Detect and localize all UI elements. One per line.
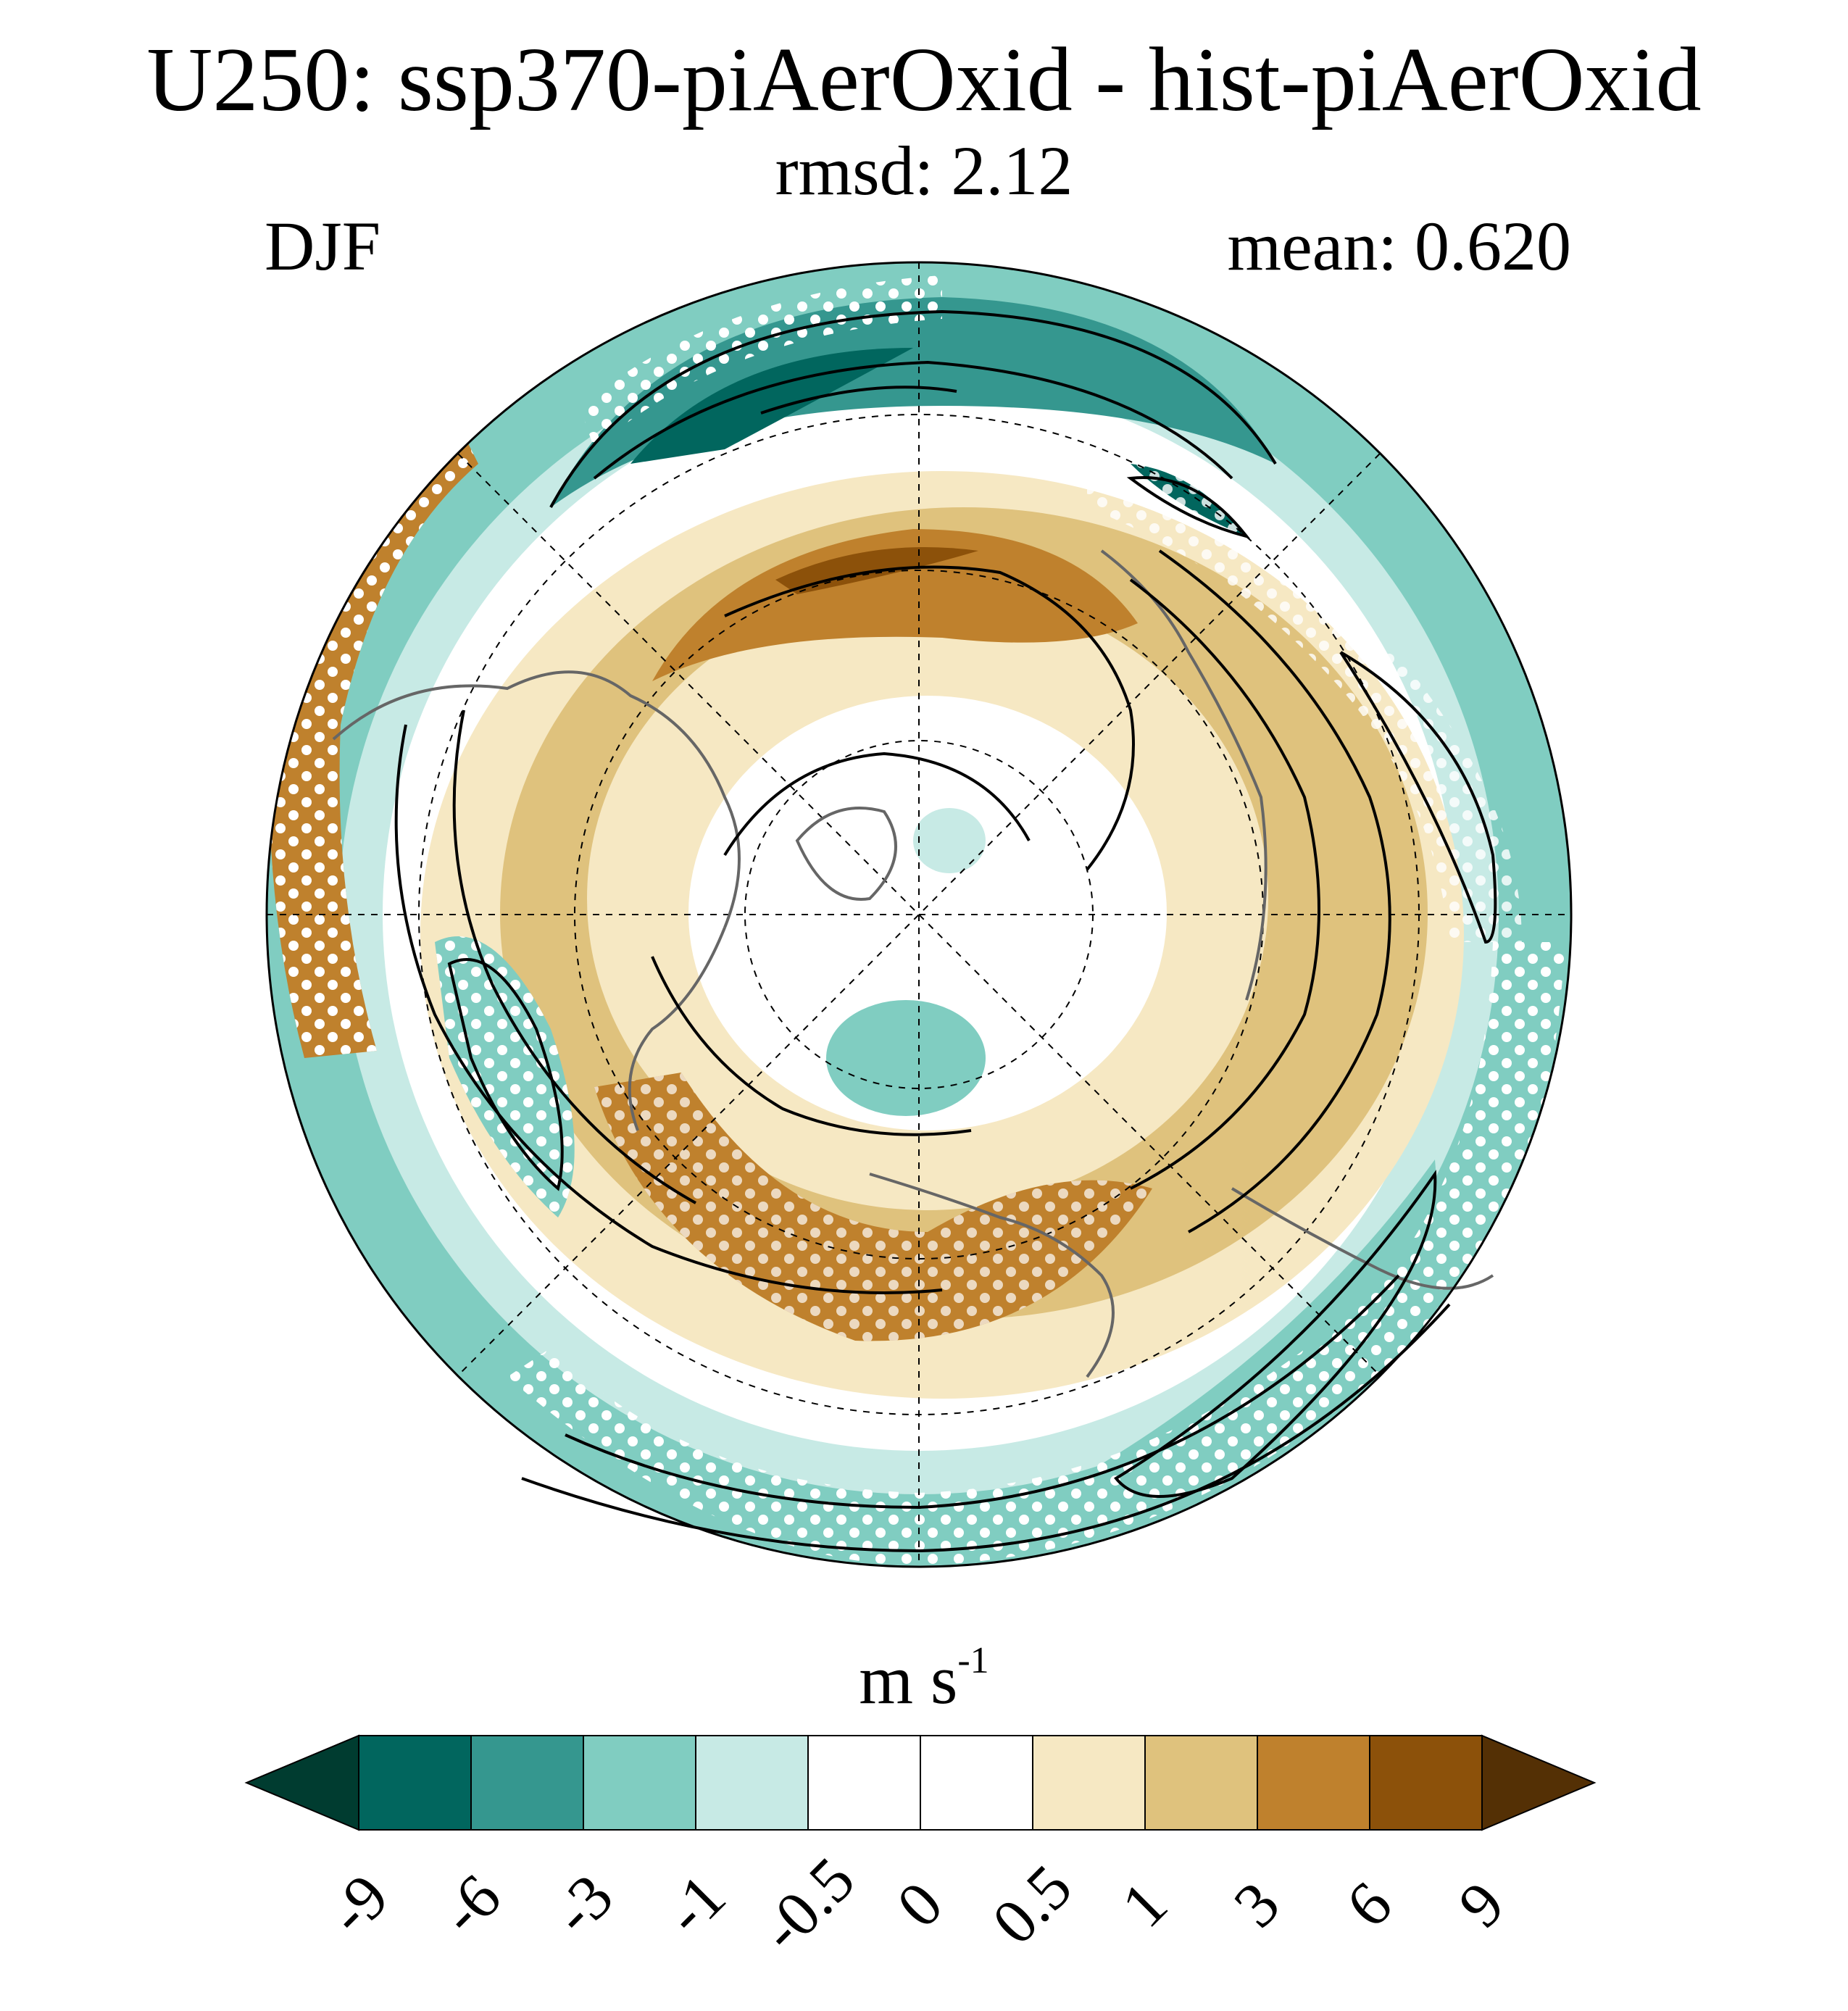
north-brown-anomaly: [652, 529, 1138, 681]
plot-title: U250: ssp370-piAerOxid - hist-piAerOxid: [146, 30, 1702, 130]
map-border: [265, 261, 1573, 1568]
colorbar-triangle-low: [244, 1734, 359, 1831]
mean-label: mean: 0.620: [1227, 207, 1571, 285]
colorbar-box: [583, 1735, 696, 1831]
season-label: DJF: [265, 207, 381, 285]
colorbar-box: [358, 1735, 472, 1831]
units-base: m s: [859, 1641, 958, 1718]
climatology-contours: [394, 309, 1497, 1553]
plot-subtitle: rmsd: 2.12: [775, 132, 1073, 209]
stippling-south: [507, 942, 1565, 1565]
units-exponent: -1: [957, 1640, 989, 1681]
colorbar-box: [695, 1735, 809, 1831]
colorbar-triangle-high: [1481, 1734, 1597, 1831]
polar-cap: [688, 696, 1167, 1131]
colorbar-box: [1369, 1735, 1483, 1831]
colorbar-units: m s-1: [0, 1642, 1848, 1715]
colorbar-box: [920, 1735, 1033, 1831]
colorbar-box: [470, 1735, 584, 1831]
colorbar-box: [1032, 1735, 1146, 1831]
colorbar-box: [1144, 1735, 1258, 1831]
southeast-teal-anomaly: [1102, 1159, 1436, 1503]
colorbar-box: [807, 1735, 921, 1831]
colorbar-box: [1257, 1735, 1370, 1831]
coastlines: [332, 549, 1494, 1378]
graticule: [267, 262, 1571, 1567]
